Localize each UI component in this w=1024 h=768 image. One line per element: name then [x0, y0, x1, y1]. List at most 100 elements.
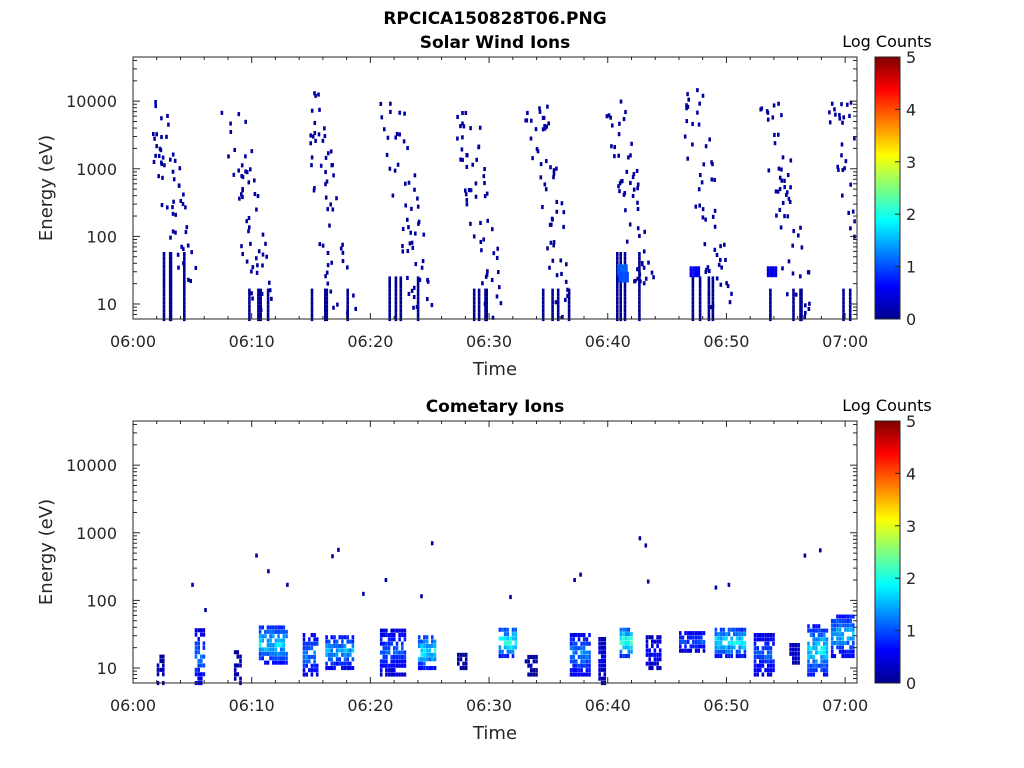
heatmap-cell: [343, 657, 347, 662]
heatmap-cell: [689, 635, 693, 640]
heatmap-cell: [256, 194, 260, 199]
heatmap-cell: [257, 304, 260, 309]
heatmap-cell: [840, 153, 843, 158]
heatmap-cell: [711, 304, 715, 309]
heatmap-cell: [638, 264, 641, 269]
heatmap-cell: [194, 632, 198, 637]
heatmap-cell: [338, 644, 341, 649]
heatmap-cell: [743, 632, 747, 637]
heatmap-cell: [393, 659, 396, 664]
heatmap-cell: [257, 308, 260, 313]
heatmap-cell: [777, 101, 780, 106]
heatmap-cell: [478, 125, 482, 130]
heatmap-cell: [382, 659, 386, 664]
heatmap-cell: [842, 308, 845, 313]
heatmap-cell: [815, 646, 818, 651]
heatmap-cell: [349, 652, 352, 657]
heatmap-cell: [272, 634, 275, 639]
heatmap-cell: [625, 239, 629, 244]
heatmap-cell: [794, 292, 798, 297]
heatmap-cell: [247, 229, 250, 234]
heatmap-cell: [603, 659, 607, 664]
heatmap-cell: [351, 635, 355, 640]
heatmap-cell: [240, 192, 243, 197]
heatmap-cell: [153, 136, 156, 141]
heatmap-cell: [698, 308, 702, 313]
heatmap-cell: [704, 144, 708, 149]
heatmap-cell: [433, 648, 437, 653]
heatmap-cell: [541, 312, 545, 317]
heatmap-cell: [792, 647, 795, 652]
heatmap-cell: [799, 312, 802, 317]
heatmap-cell: [836, 614, 839, 619]
heatmap-cell: [707, 280, 711, 285]
heatmap-cell: [618, 271, 621, 276]
heatmap-cell: [807, 646, 810, 651]
heatmap-cell: [318, 107, 321, 112]
heatmap-cell: [305, 663, 308, 668]
heatmap-cell: [658, 657, 662, 662]
heatmap-cell: [346, 661, 349, 666]
heatmap-cell: [319, 163, 323, 168]
heatmap-cell: [386, 135, 390, 140]
heatmap-cell: [330, 652, 334, 657]
heatmap-cell: [623, 300, 627, 305]
heatmap-cell: [379, 101, 383, 106]
heatmap-cell: [240, 244, 243, 249]
heatmap-cell: [194, 641, 198, 646]
heatmap-cell: [572, 654, 575, 659]
heatmap-cell: [180, 244, 183, 249]
heatmap-cell: [282, 660, 286, 665]
heatmap-cell: [622, 640, 625, 645]
heatmap-cell: [308, 646, 311, 651]
heatmap-cell: [707, 304, 711, 309]
heatmap-cell: [343, 652, 347, 657]
heatmap-cell: [769, 633, 773, 638]
heatmap-cell: [471, 162, 474, 167]
heatmap-cell: [849, 182, 852, 187]
heatmap-cell: [324, 304, 327, 309]
heatmap-cell: [686, 635, 690, 640]
heatmap-cell: [830, 654, 834, 659]
heatmap-cell: [229, 129, 233, 134]
heatmap-cell: [484, 292, 487, 297]
heatmap-cell: [600, 645, 604, 650]
heatmap-cell: [169, 304, 173, 309]
heatmap-cell: [735, 627, 739, 632]
heatmap-cell: [266, 304, 270, 309]
heatmap-cell: [399, 312, 403, 317]
heatmap-cell: [398, 672, 401, 677]
heatmap-cell: [313, 186, 316, 191]
heatmap-cell: [272, 651, 275, 656]
heatmap-cell: [459, 652, 463, 657]
heatmap-cell: [272, 629, 275, 634]
heatmap-cell: [624, 636, 628, 641]
heatmap-cell: [325, 300, 329, 305]
heatmap-cell: [846, 627, 850, 632]
heatmap-cell: [169, 284, 173, 289]
heatmap-cell: [780, 113, 783, 118]
heatmap-cell: [648, 661, 651, 666]
heatmap-cell: [623, 260, 627, 265]
heatmap-cell: [266, 308, 270, 313]
x-tick-label: 06:00: [110, 696, 156, 715]
heatmap-cell: [194, 628, 198, 633]
heatmap-cell: [800, 245, 804, 250]
heatmap-cell: [308, 641, 311, 646]
heatmap-cell: [564, 279, 568, 284]
heatmap-cell: [391, 193, 395, 198]
heatmap-cell: [403, 111, 406, 116]
heatmap-cell: [823, 650, 826, 655]
heatmap-cell: [302, 659, 306, 664]
heatmap-cell: [572, 637, 575, 642]
heatmap-cell: [163, 163, 166, 168]
heatmap-cell: [556, 288, 560, 293]
heatmap-cell: [600, 663, 604, 668]
heatmap-cell: [388, 166, 392, 171]
heatmap-cell: [382, 654, 386, 659]
heatmap-cell: [202, 663, 206, 668]
heatmap-cell: [379, 672, 383, 677]
heatmap-cell: [416, 276, 420, 281]
heatmap-cell: [619, 288, 622, 293]
heatmap-cell: [469, 188, 473, 193]
